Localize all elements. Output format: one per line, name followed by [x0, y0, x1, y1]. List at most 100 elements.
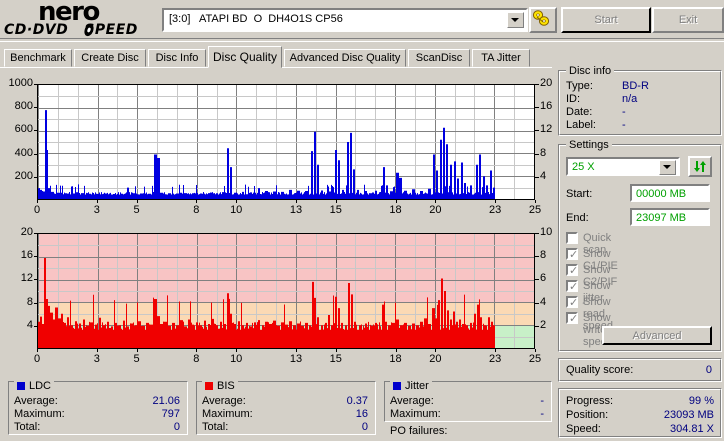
x-axis-tickmark: [395, 200, 397, 203]
y-axis-left-tickmark: [34, 176, 37, 178]
x-axis-tick: 23: [489, 353, 502, 365]
x-axis-tickmark: [535, 349, 536, 352]
y-axis-right-tickmark: [535, 84, 539, 85]
x-axis-tickmark: [435, 200, 437, 203]
y-axis-left-tickmark: [34, 233, 37, 234]
drive-select-value: [3:0] ATAPI BD O DH4O1S CP56: [169, 13, 343, 25]
jitter-title-text: Jitter: [405, 380, 429, 392]
tab-create-disc[interactable]: Create Disc: [74, 49, 146, 67]
disc-slash-icon: [84, 23, 94, 37]
x-axis-tick: 25: [528, 353, 542, 365]
tab-advanced-disc-quality[interactable]: Advanced Disc Quality: [284, 49, 406, 67]
disc-info-label: ID:: [566, 93, 581, 105]
x-axis-tick: 3: [93, 353, 100, 365]
tab-label: Advanced Disc Quality: [289, 52, 401, 64]
chevron-down-icon: [663, 165, 671, 169]
y-axis-right-tick: 20: [540, 77, 553, 89]
disc-info-label: Date:: [566, 106, 593, 118]
advanced-button[interactable]: Advanced: [602, 326, 712, 345]
checkbox-label: Show C1/PIE: [583, 248, 618, 272]
bis-average-value: 0.37: [346, 395, 368, 407]
ldc-maximum-label: Maximum:: [14, 408, 65, 420]
disc-info-label: Type:: [566, 80, 593, 92]
x-axis-tick: 25: [528, 204, 542, 216]
checkbox-show-c2-pif[interactable]: ✓: [566, 264, 578, 276]
bis-average-label: Average:: [202, 395, 246, 407]
bis-maximum-value: 16: [355, 408, 368, 420]
x-axis-tickmark: [37, 349, 38, 352]
speed-select[interactable]: 25 X: [566, 157, 680, 176]
bis-total-label: Total:: [202, 421, 229, 433]
ldc-chart-series: [38, 110, 495, 199]
disc-icon: [532, 10, 550, 26]
ldc-average-label: Average:: [14, 395, 58, 407]
bis-maximum-label: Maximum:: [202, 408, 253, 420]
y-axis-right-tick: 6: [540, 272, 547, 285]
x-axis-tickmark: [196, 200, 198, 203]
y-axis-left-tickmark: [34, 84, 37, 85]
progress-label: Position:: [566, 409, 609, 421]
start-mb-value: 00000 MB: [636, 188, 687, 200]
start-mb-field[interactable]: 00000 MB: [630, 184, 710, 202]
x-axis-tick: 13: [289, 204, 303, 216]
checkbox-show-read-speed[interactable]: ✓: [566, 296, 578, 308]
end-mb-field[interactable]: 23097 MB: [630, 208, 710, 226]
bis-stats-group: BIS: [196, 380, 376, 435]
y-axis-right-tick: 4: [540, 295, 547, 308]
x-axis-tick: 10: [230, 204, 243, 216]
y-axis-right-tickmark: [535, 153, 539, 155]
start-mb-label: Start:: [566, 188, 593, 200]
y-axis-right-tick: 8: [540, 146, 547, 159]
start-button[interactable]: Start: [561, 7, 651, 33]
tab-benchmark[interactable]: Benchmark: [4, 49, 72, 67]
ldc-total-label: Total:: [14, 421, 41, 433]
y-axis-left-tick: 600: [14, 123, 33, 136]
exit-button[interactable]: Exit: [652, 7, 724, 33]
refresh-icon: [694, 161, 706, 172]
progress-label: Progress:: [566, 395, 614, 407]
tab-scandisc[interactable]: ScanDisc: [408, 49, 470, 67]
x-axis-tickmark: [295, 200, 297, 203]
disc-info-value: -: [622, 119, 626, 131]
quality-score-panel: [558, 358, 722, 382]
checkbox-show-write-speed[interactable]: ✓: [566, 312, 578, 324]
y-axis-left-tickmark: [34, 325, 37, 327]
progress-value: 23093 MB: [663, 409, 714, 421]
advanced-button-label: Advanced: [632, 329, 682, 342]
drive-select[interactable]: [3:0] ATAPI BD O DH4O1S CP56: [162, 8, 528, 32]
ldc-stats-group: LDC: [8, 380, 188, 435]
y-axis-left-tick: 8: [26, 295, 33, 308]
y-axis-right-tickmark: [535, 302, 539, 304]
progress-panel: [558, 388, 722, 438]
eject-disc-button[interactable]: [529, 7, 557, 33]
tab-disc-quality[interactable]: Disc Quality: [208, 46, 282, 68]
x-axis-tick: 3: [93, 204, 100, 216]
checkbox-show-c1-pie[interactable]: ✓: [566, 248, 578, 260]
x-axis-tickmark: [535, 200, 536, 203]
checkbox-show-jitter[interactable]: ✓: [566, 280, 578, 292]
tab-disc-info[interactable]: Disc Info: [148, 49, 206, 67]
checkbox-quick-scan[interactable]: [566, 232, 578, 244]
progress-label: Speed:: [566, 423, 601, 435]
settings-legend: Settings: [566, 139, 612, 151]
x-axis-tick: 20: [429, 204, 442, 216]
speed-select-dropdown[interactable]: [659, 160, 676, 175]
jitter-average-value: -: [540, 395, 544, 407]
tab-ta-jitter[interactable]: TA Jitter: [472, 49, 530, 67]
app-header: nero CD·DVD SPEED [3:0] ATAPI BD O DH4O1S…: [0, 0, 724, 42]
x-axis-tickmark: [136, 349, 138, 352]
refresh-button[interactable]: [688, 156, 712, 177]
y-axis-right-tick: 10: [540, 226, 553, 238]
y-axis-right-tickmark: [535, 176, 539, 178]
checkbox-label: Quick scan: [583, 232, 612, 256]
quality-score-value: 0: [705, 364, 712, 376]
x-axis-tickmark: [495, 349, 497, 352]
tab-label: ScanDisc: [415, 52, 463, 64]
y-axis-left-tickmark: [34, 130, 37, 132]
x-axis-tickmark: [236, 349, 238, 352]
progress-value: 304.81 X: [669, 423, 714, 435]
drive-select-dropdown[interactable]: [507, 12, 524, 28]
logo-cddvd-text: CD·DVD SPEED: [4, 23, 138, 37]
y-axis-right-tickmark: [535, 279, 539, 281]
x-axis-tickmark: [236, 200, 238, 203]
